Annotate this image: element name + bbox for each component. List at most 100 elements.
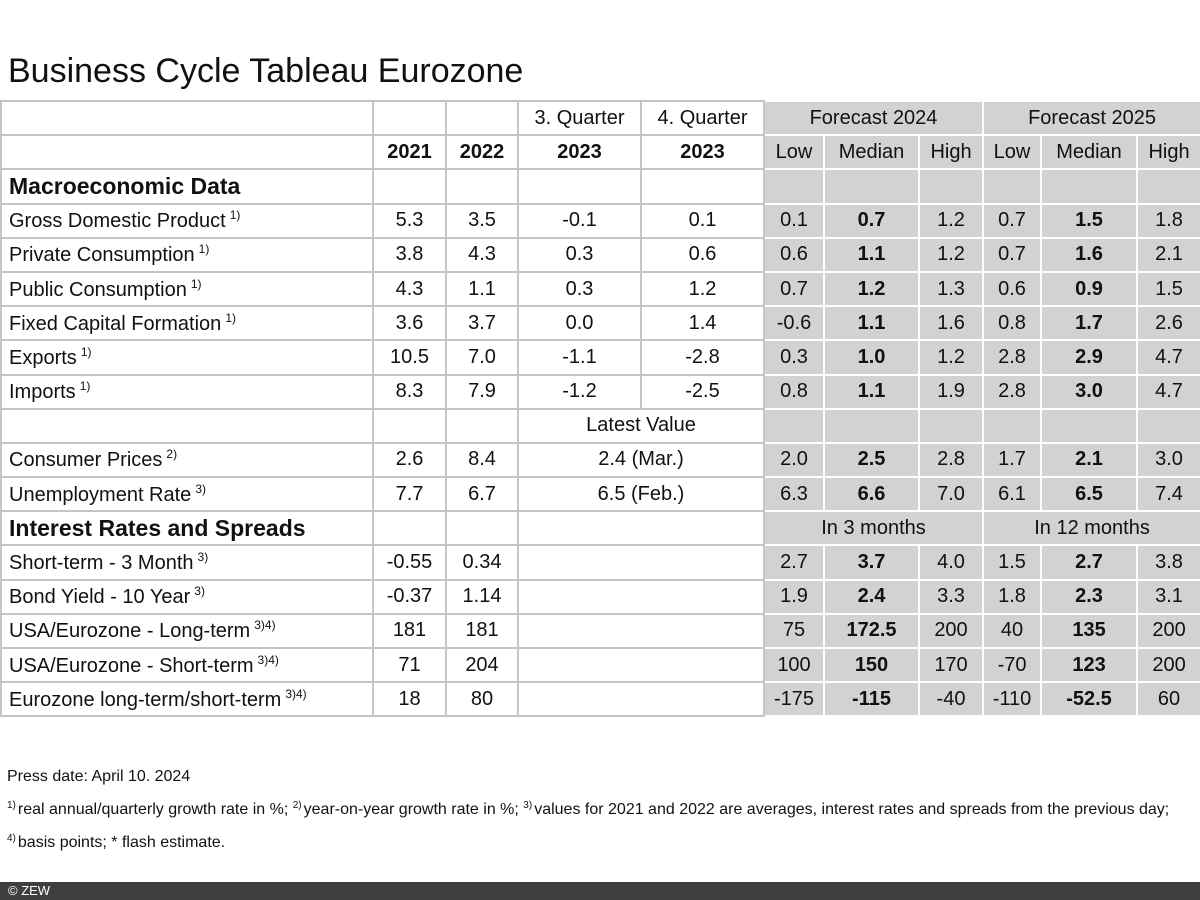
forecast-cell: 150 xyxy=(823,646,920,684)
header-cell: Median xyxy=(1040,134,1139,171)
cell xyxy=(640,168,765,205)
footnote-mark: 3) xyxy=(197,550,209,565)
label-text: Private Consumption xyxy=(9,244,195,267)
forecast-cell: 0.7 xyxy=(982,236,1043,273)
forecast-cell: 4.0 xyxy=(917,544,985,581)
cell xyxy=(372,99,447,137)
footnotes: Press date: April 10. 2024 1) real annual… xyxy=(7,762,1192,857)
row-label: Bond Yield - 10 Year 3) xyxy=(0,578,374,615)
forecast-cell: 2.0 xyxy=(763,441,825,479)
forecast-cell: 2.9 xyxy=(1040,339,1139,376)
value-cell: -1.1 xyxy=(517,339,642,376)
forecast-cell: -0.6 xyxy=(763,305,825,342)
forecast-cell: 2.7 xyxy=(763,544,825,581)
title: Business Cycle Tableau Eurozone xyxy=(8,52,524,90)
footnote-mark: 1) xyxy=(190,276,202,291)
label-text: Gross Domestic Product xyxy=(9,210,226,233)
forecast-cell: 3.3 xyxy=(917,578,985,615)
horizon: In 3 months xyxy=(762,510,985,547)
forecast-cell: 2.1 xyxy=(1040,441,1139,479)
value-cell: 5.3 xyxy=(372,202,447,239)
forecast-cell: 6.3 xyxy=(763,476,825,513)
row: Private Consumption 1) 3.8 4.3 0.3 0.6 0.6 1.1 1… xyxy=(0,236,1200,273)
header-cell: High xyxy=(917,134,985,171)
forecast-cell: 1.0 xyxy=(823,339,920,376)
value-cell: -2.5 xyxy=(640,373,765,410)
footnote-text: values for 2021 and 2022 are averages, i… xyxy=(534,801,1170,818)
value-cell: 0.3 xyxy=(517,270,642,308)
row-label: Fixed Capital Formation 1) xyxy=(0,305,374,342)
forecast-cell: -70 xyxy=(982,646,1043,684)
forecast-cell: 2.1 xyxy=(1136,236,1200,273)
forecast-cell: 200 xyxy=(1136,646,1200,684)
section-label: Macroeconomic Data xyxy=(0,168,374,205)
cell xyxy=(445,168,519,205)
row: Short-term - 3 Month 3) -0.55 0.34 2.7 3.7 4.0… xyxy=(0,544,1200,581)
value-cell: 4.3 xyxy=(445,236,519,273)
cell xyxy=(917,168,985,205)
forecast-cell: 1.2 xyxy=(823,270,920,308)
label-text: Imports xyxy=(9,381,76,404)
cell xyxy=(1136,168,1200,205)
latest-value: 2.4 (Mar.) xyxy=(517,441,765,479)
header-cell: Forecast 2024 xyxy=(762,99,985,137)
tableau: 3. Quarter 4. Quarter Forecast 2024 Forecas… xyxy=(0,99,1200,718)
forecast-cell: 75 xyxy=(763,612,825,650)
forecast-cell: 0.9 xyxy=(1040,270,1139,308)
forecast-cell: 2.7 xyxy=(1040,544,1139,581)
forecast-cell: 40 xyxy=(982,612,1043,650)
footnote-mark: 3)4) xyxy=(254,618,276,633)
row: USA/Eurozone - Short-term 3)4) 71 204 100 150… xyxy=(0,646,1200,684)
label-text: Short-term - 3 Month xyxy=(9,552,194,575)
forecast-cell: 1.5 xyxy=(1136,270,1200,308)
row-label: USA/Eurozone - Short-term 3)4) xyxy=(0,646,374,684)
footnote-mark: 4) xyxy=(7,833,16,844)
footnote-mark: 1) xyxy=(7,800,16,811)
forecast-cell: 6.1 xyxy=(982,476,1043,513)
forecast-cell: 1.7 xyxy=(1040,305,1139,342)
value-cell: 71 xyxy=(372,646,447,684)
row: USA/Eurozone - Long-term 3)4) 181 181 75 172.… xyxy=(0,612,1200,650)
forecast-cell: 4.7 xyxy=(1136,373,1200,410)
cell xyxy=(823,168,920,205)
forecast-cell: -175 xyxy=(763,681,825,718)
footnote-mark: 2) xyxy=(166,447,178,462)
value-cell: 7.7 xyxy=(372,476,447,513)
value-cell: 1.14 xyxy=(445,578,519,615)
value-cell: -0.1 xyxy=(517,202,642,239)
header-cell: Low xyxy=(982,134,1043,171)
footnote: 4) basis points; * flash estimate. xyxy=(7,833,225,851)
notes: 1) real annual/quarterly growth rate in %… xyxy=(7,791,1192,857)
forecast-cell: 0.1 xyxy=(763,202,825,239)
forecast-cell: -110 xyxy=(982,681,1043,718)
footnote-mark: 3) xyxy=(194,584,205,599)
row-label: Public Consumption 1) xyxy=(0,270,374,308)
forecast-cell: 1.2 xyxy=(917,236,985,273)
header-cell: Low xyxy=(763,134,825,171)
footnote-mark: 3)4) xyxy=(257,652,279,667)
value-cell: 7.0 xyxy=(445,339,519,376)
value-cell: 181 xyxy=(372,612,447,650)
row: Macroeconomic Data xyxy=(0,168,1200,205)
forecast-cell: 1.8 xyxy=(1136,202,1200,239)
forecast-cell: 3.0 xyxy=(1040,373,1139,410)
header-cell: 3. Quarter xyxy=(517,99,642,137)
forecast-cell: 1.2 xyxy=(917,339,985,376)
section-label: Interest Rates and Spreads xyxy=(0,510,374,547)
footnote-mark: 2) xyxy=(292,800,302,811)
forecast-cell: 0.7 xyxy=(982,202,1043,239)
forecast-cell: 0.8 xyxy=(763,373,825,410)
value-cell: 3.6 xyxy=(372,305,447,342)
forecast-cell: 4.7 xyxy=(1136,339,1200,376)
forecast-cell: 135 xyxy=(1040,612,1139,650)
footnote-mark: 1) xyxy=(79,379,91,394)
label-text: Exports xyxy=(9,346,77,369)
forecast-cell: 1.3 xyxy=(917,270,985,308)
row-label: Eurozone long-term/short-term 3)4) xyxy=(0,681,374,718)
header-cell: 2023 xyxy=(640,134,765,171)
forecast-cell: 6.6 xyxy=(823,476,920,513)
cell xyxy=(445,510,519,547)
row-label: Exports 1) xyxy=(0,339,374,376)
value-cell: 4.3 xyxy=(372,270,447,308)
footnote: 2) year-on-year growth rate in %; xyxy=(292,800,519,818)
